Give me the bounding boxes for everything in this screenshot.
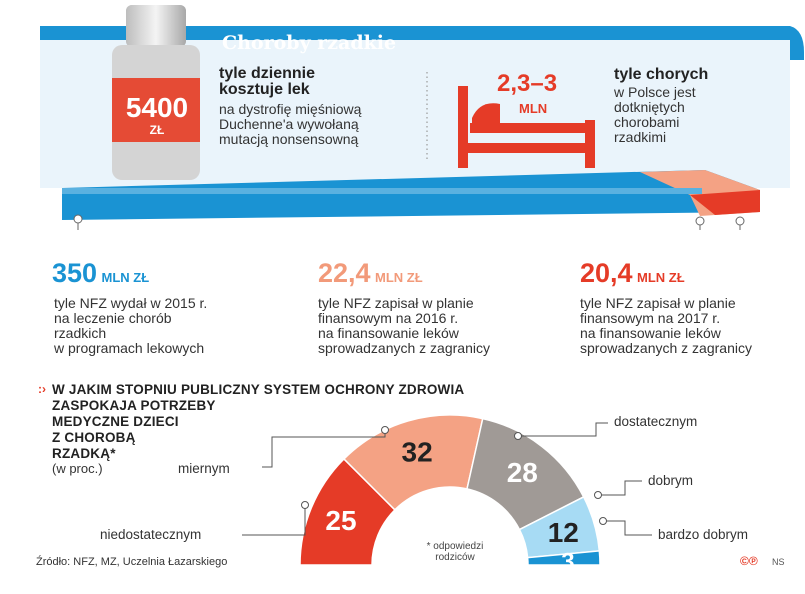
stat-line: rzadkich [54,325,107,341]
stat-unit: MLN ZŁ [637,270,685,285]
donut-value-dobrym: 12 [548,517,579,548]
base-bar [62,170,760,220]
category-label-niedostatecznym: niedostatecznym [100,527,202,542]
donut-value-miernym: 32 [402,437,433,468]
leader-dostatecznym [518,422,608,437]
cost-headline-line: tyle dziennie [219,65,316,82]
category-label-bardzo-dobrym: bardzo dobrym [658,527,749,542]
stat-2015-body: tyle NFZ wydał w 2015 r. na leczenie cho… [54,296,207,356]
stat-line: w programach lekowych [54,340,205,356]
stat-2015: 350 MLN ZŁ [52,258,149,289]
leader-dot-miernym [381,426,389,434]
connector-lines [73,214,745,230]
chart-title: W JAKIM STOPNIU PUBLICZNY SYSTEM OCHRONY… [52,382,464,462]
stat-line: finansowym na 2016 r. [318,310,459,326]
page-title: Choroby rzadkie [222,32,397,54]
chart-title-line: W JAKIM STOPNIU PUBLICZNY SYSTEM OCHRONY… [52,382,465,397]
footnote: * odpowiedzi rodziców [415,541,495,563]
cost-headline-line: kosztuje lek [219,81,310,98]
pillow-icon [472,103,500,124]
stat-unit: MLN ZŁ [101,270,150,285]
base-bar-top [62,188,702,194]
stat-value: 22,4 [318,258,371,288]
stat-2017: 20,4 MLN ZŁ [580,258,685,289]
source-text: Źródło: NFZ, MZ, Uczelnia Łazarskiego [36,556,228,568]
pill-bottle-icon [112,5,200,180]
category-label-dobrym: dobrym [648,473,694,488]
stat-value: 20,4 [580,258,633,288]
cost-body-line: na dystrofię mięśniową [219,101,362,117]
section-marker-icon: :› [38,382,46,396]
stat-line: na finansowanie leków [318,325,459,341]
stat-line: finansowym na 2017 r. [580,310,721,326]
donut-slice-bardzo-dobrym [526,550,601,566]
donut-value-bardzo-dobrym: 3 [561,548,574,575]
leader-dot-dostatecznym [514,432,522,440]
cost-body-line: mutacją nonsensowną [219,131,359,147]
category-label-dostatecznym: dostatecznym [614,414,698,429]
stat-line: na finansowanie leków [580,325,721,341]
stat-line: tyle NFZ zapisał w planie [318,295,474,311]
patients-body-line: rzadkimi [614,129,667,145]
leader-dot-niedostatecznym [301,501,309,509]
base-bar-red [690,190,760,215]
stat-line: sprowadzanych z zagranicy [318,340,490,356]
stat-unit: MLN ZŁ [375,270,423,285]
patients-body-line: chorobami [614,114,680,130]
leader-dobrym [598,480,642,496]
donut-value-dostatecznym: 28 [507,457,538,488]
patients-value: 2,3–3 [497,70,558,97]
credit-text: NS [772,557,785,567]
stat-2016: 22,4 MLN ZŁ [318,258,423,289]
pill-unit: ZŁ [149,123,165,137]
cost-body-line: Duchenne'a wywołaną [219,116,359,132]
bed-icon [458,86,595,168]
leader-miernym [262,430,386,468]
footnote-line: rodziców [435,552,475,563]
chart-title-line: ZASPOKAJA POTRZEBY [52,398,216,413]
stat-2016-body: tyle NFZ zapisał w planie finansowym na … [318,296,490,356]
category-label-miernym: miernym [178,461,230,476]
chart-title-line: MEDYCZNE DZIECI [52,414,179,429]
donut-value-niedostatecznym: 25 [325,505,356,536]
chart-title-line: RZADKĄ* [52,446,116,461]
patients-body-line: dotkniętych [614,99,685,115]
header-graphics [40,5,804,230]
stat-line: na leczenie chorób [54,310,172,326]
patients-headline: tyle chorych [614,66,709,83]
stat-2017-body: tyle NFZ zapisał w planie finansowym na … [580,296,752,356]
footnote-line: * odpowiedzi [426,541,484,552]
patients-body: w Polsce jest dotkniętych chorobami rzad… [614,85,696,145]
cost-body: na dystrofię mięśniową Duchenne'a wywoła… [219,102,361,147]
patients-body-line: w Polsce jest [614,84,696,100]
stat-line: sprowadzanych z zagranicy [580,340,752,356]
chart-title-line: Z CHOROBĄ [52,430,136,445]
leader-niedostatecznym [242,505,306,536]
stat-line: tyle NFZ wydał w 2015 r. [54,295,208,311]
pill-value: 5400 [125,92,189,123]
leader-bardzo-dobrym [603,520,652,536]
leader-dot-bardzo-dobrym [599,517,607,525]
chart-subtitle: (w proc.) [52,461,103,476]
copyright-icon: ©℗ [740,554,758,568]
cost-headline: tyle dziennie kosztuje lek [219,66,315,98]
stat-value: 350 [52,258,98,288]
patients-unit: MLN [519,101,548,116]
leader-dot-dobrym [594,491,602,499]
stat-line: tyle NFZ zapisał w planie [580,295,736,311]
